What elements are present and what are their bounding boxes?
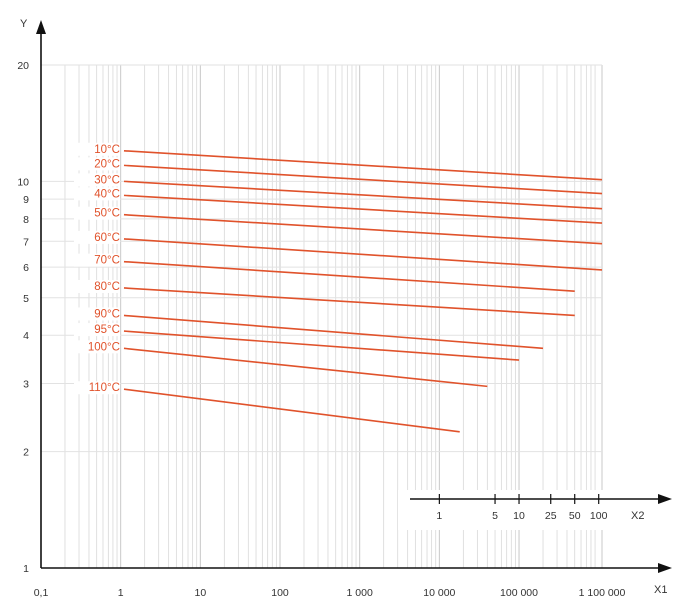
x2-tick-label: 50 <box>569 510 581 522</box>
y-tick-label: 2 <box>23 447 29 459</box>
series-label: 70°C <box>94 255 120 267</box>
x-tick-label: 1 100 000 <box>579 587 626 599</box>
y-tick-label: 10 <box>17 176 29 188</box>
series-label-background <box>73 340 120 354</box>
series-line <box>123 213 603 245</box>
series-lines <box>123 149 603 433</box>
x-tick-label: 1 000 <box>347 587 373 599</box>
y-axis-label: Y <box>20 18 28 30</box>
x-tick-label: 100 <box>271 587 289 599</box>
x2-tick-label: 1 <box>436 510 442 522</box>
series-label: 30°C <box>94 174 120 186</box>
x-tick-label: 10 000 <box>423 587 455 599</box>
series-label-background <box>73 157 120 171</box>
series-line <box>123 238 603 271</box>
series-label: 20°C <box>94 158 120 170</box>
y-tick-label: 8 <box>23 214 29 226</box>
y-tick-label: 1 <box>23 563 29 575</box>
y-tick-label: 5 <box>23 293 29 305</box>
series-label-background <box>73 142 120 156</box>
x-axis-arrow-icon <box>658 563 672 573</box>
series-label: 50°C <box>94 208 120 220</box>
series-line <box>123 330 520 361</box>
series-line <box>123 260 575 292</box>
x2-tick-label: 100 <box>590 510 608 522</box>
x2-tick-label: 10 <box>513 510 525 522</box>
x2-tick-label: 25 <box>545 510 557 522</box>
series-line <box>123 164 603 195</box>
series-line <box>123 194 603 224</box>
x-tick-labels: 0,1 1 10 100 1 000 10 000 100 000 1 100 000 <box>34 587 626 599</box>
series-label-background <box>73 307 120 321</box>
series-line <box>123 149 603 181</box>
series-label-background <box>73 173 120 187</box>
x2-axis-background <box>398 490 674 530</box>
series-label-background <box>73 187 120 201</box>
x-tick-label: 10 <box>194 587 206 599</box>
x-tick-label: 100 000 <box>500 587 538 599</box>
y-tick-label: 6 <box>23 262 29 274</box>
x2-tick-label: 5 <box>492 510 498 522</box>
series-label-background <box>73 381 120 395</box>
series-label: 60°C <box>94 232 120 244</box>
y-tick-label: 20 <box>17 60 29 72</box>
series-label: 80°C <box>94 281 120 293</box>
series-label-background <box>73 230 120 244</box>
x2-axis-label: X2 <box>631 510 644 522</box>
x2-axis: 1 5 10 25 50 100 X2 <box>398 490 674 530</box>
series-label: 10°C <box>94 144 120 156</box>
x-tick-label: 1 <box>118 587 124 599</box>
x2-axis-arrow-icon <box>658 494 672 504</box>
y-tick-label: 4 <box>23 330 29 342</box>
y-axis: Y <box>20 18 46 568</box>
series-label-background <box>73 253 120 267</box>
series-line <box>123 388 460 433</box>
series-label: 40°C <box>94 188 120 200</box>
x-tick-label: 0,1 <box>34 587 49 599</box>
series-label-background <box>73 323 120 337</box>
series-label: 95°C <box>94 324 120 336</box>
series-label: 100°C <box>88 341 120 353</box>
y-tick-label: 7 <box>23 236 29 248</box>
series-line <box>123 287 575 317</box>
series-labels: 10°C 20°C 30°C 40°C 50°C 60°C 70°C 80°C 90°C 95°C… <box>73 142 120 395</box>
y-axis-arrow-icon <box>36 20 46 34</box>
x-axis-label: X1 <box>654 584 667 596</box>
series-line <box>123 347 488 388</box>
series-label: 110°C <box>89 382 120 394</box>
x2-ticks: 1 5 10 25 50 100 <box>436 494 608 522</box>
series-label: 90°C <box>94 308 120 320</box>
y-tick-label: 3 <box>23 379 29 391</box>
series-label-background <box>73 279 120 293</box>
series-line <box>123 314 544 350</box>
series-label-background <box>73 206 120 220</box>
y-tick-label: 9 <box>23 194 29 206</box>
y-tick-labels: 1 2 3 4 5 6 7 8 9 10 20 <box>17 60 29 575</box>
x-axis: X1 <box>41 563 672 596</box>
series-line <box>123 180 603 210</box>
